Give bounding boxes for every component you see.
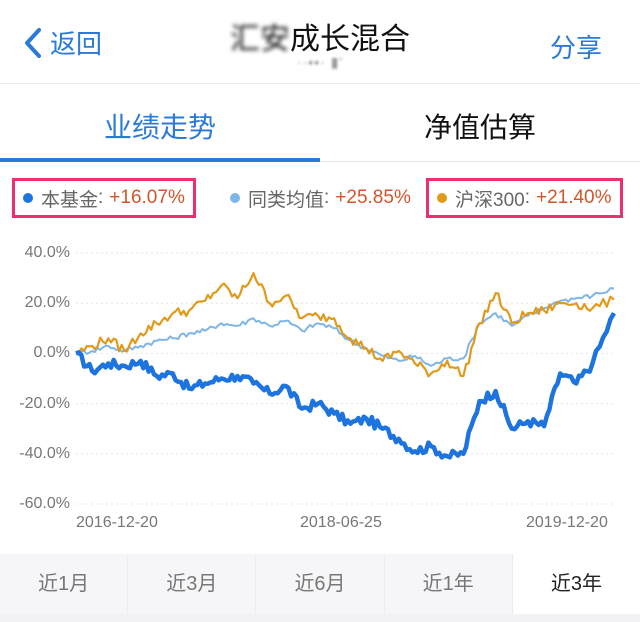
- share-button[interactable]: 分享: [549, 33, 602, 63]
- x-tick: 2018-06-25: [300, 514, 382, 531]
- dot-icon: [230, 193, 240, 203]
- bottom-divider: [0, 614, 640, 622]
- legend-value: +25.85%: [335, 187, 411, 208]
- legend-value: +21.40%: [535, 187, 612, 208]
- period-6-months[interactable]: 近6月: [256, 554, 385, 614]
- chart-legend: 本基金: +16.07% 同类均值: +25.85% 沪深300: +21.40…: [0, 170, 640, 226]
- title-text: 成长混合: [290, 23, 410, 56]
- y-tick: -20.0%: [19, 395, 70, 412]
- page-title: 汇安成长混合: [0, 14, 640, 58]
- period-3-years[interactable]: 近3年: [512, 554, 640, 614]
- dot-icon: [23, 193, 33, 203]
- period-selector: 近1月 近3月 近6月 近1年 近3年: [0, 554, 640, 614]
- y-tick: -40.0%: [19, 445, 70, 462]
- period-1-month[interactable]: 近1月: [0, 554, 129, 614]
- legend-colon: :: [524, 187, 530, 208]
- series-line-0: [75, 311, 616, 460]
- legend-colon: :: [98, 187, 104, 208]
- period-1-year[interactable]: 近1年: [385, 554, 513, 614]
- legend-label: 本基金: [41, 189, 99, 211]
- y-tick: 0.0%: [33, 344, 70, 361]
- navbar: 返回 汇安成长混合 ··▪▪· ▮' 分享: [0, 0, 640, 84]
- chevron-left-icon: [25, 27, 41, 58]
- tab-nav-estimate[interactable]: 净值估算: [423, 112, 536, 143]
- legend-item-csi300: 沪深300: +21.40%: [426, 178, 623, 218]
- plot-area: [75, 252, 616, 505]
- performance-chart[interactable]: 40.0% 20.0% 0.0% -20.0% -40.0% -60.0% 20…: [0, 232, 640, 542]
- tab-performance[interactable]: 业绩走势: [0, 84, 320, 162]
- dot-icon: [437, 193, 447, 203]
- legend-colon: :: [324, 187, 330, 208]
- back-button[interactable]: 返回: [22, 24, 102, 61]
- legend-value: +16.07%: [109, 187, 185, 208]
- legend-label: 沪深300: [455, 189, 525, 211]
- series-line-2: [75, 271, 615, 378]
- period-3-months[interactable]: 近3月: [128, 554, 257, 614]
- y-tick: 40.0%: [24, 244, 70, 261]
- series-line-1: [75, 287, 615, 367]
- tab-bar: 业绩走势 净值估算: [0, 84, 640, 162]
- fund-code-redacted: ··▪▪· ▮': [296, 54, 344, 70]
- x-tick: 2019-12-20: [526, 514, 608, 531]
- x-tick: 2016-12-20: [76, 514, 158, 531]
- back-label: 返回: [50, 29, 103, 59]
- legend-item-peer-average: 同类均值: +25.85%: [230, 178, 411, 218]
- legend-item-fund: 本基金: +16.07%: [12, 178, 196, 218]
- title-redacted: 汇安: [230, 23, 290, 56]
- y-tick: -60.0%: [19, 495, 70, 512]
- legend-label: 同类均值: [248, 189, 325, 211]
- y-tick: 20.0%: [24, 294, 70, 311]
